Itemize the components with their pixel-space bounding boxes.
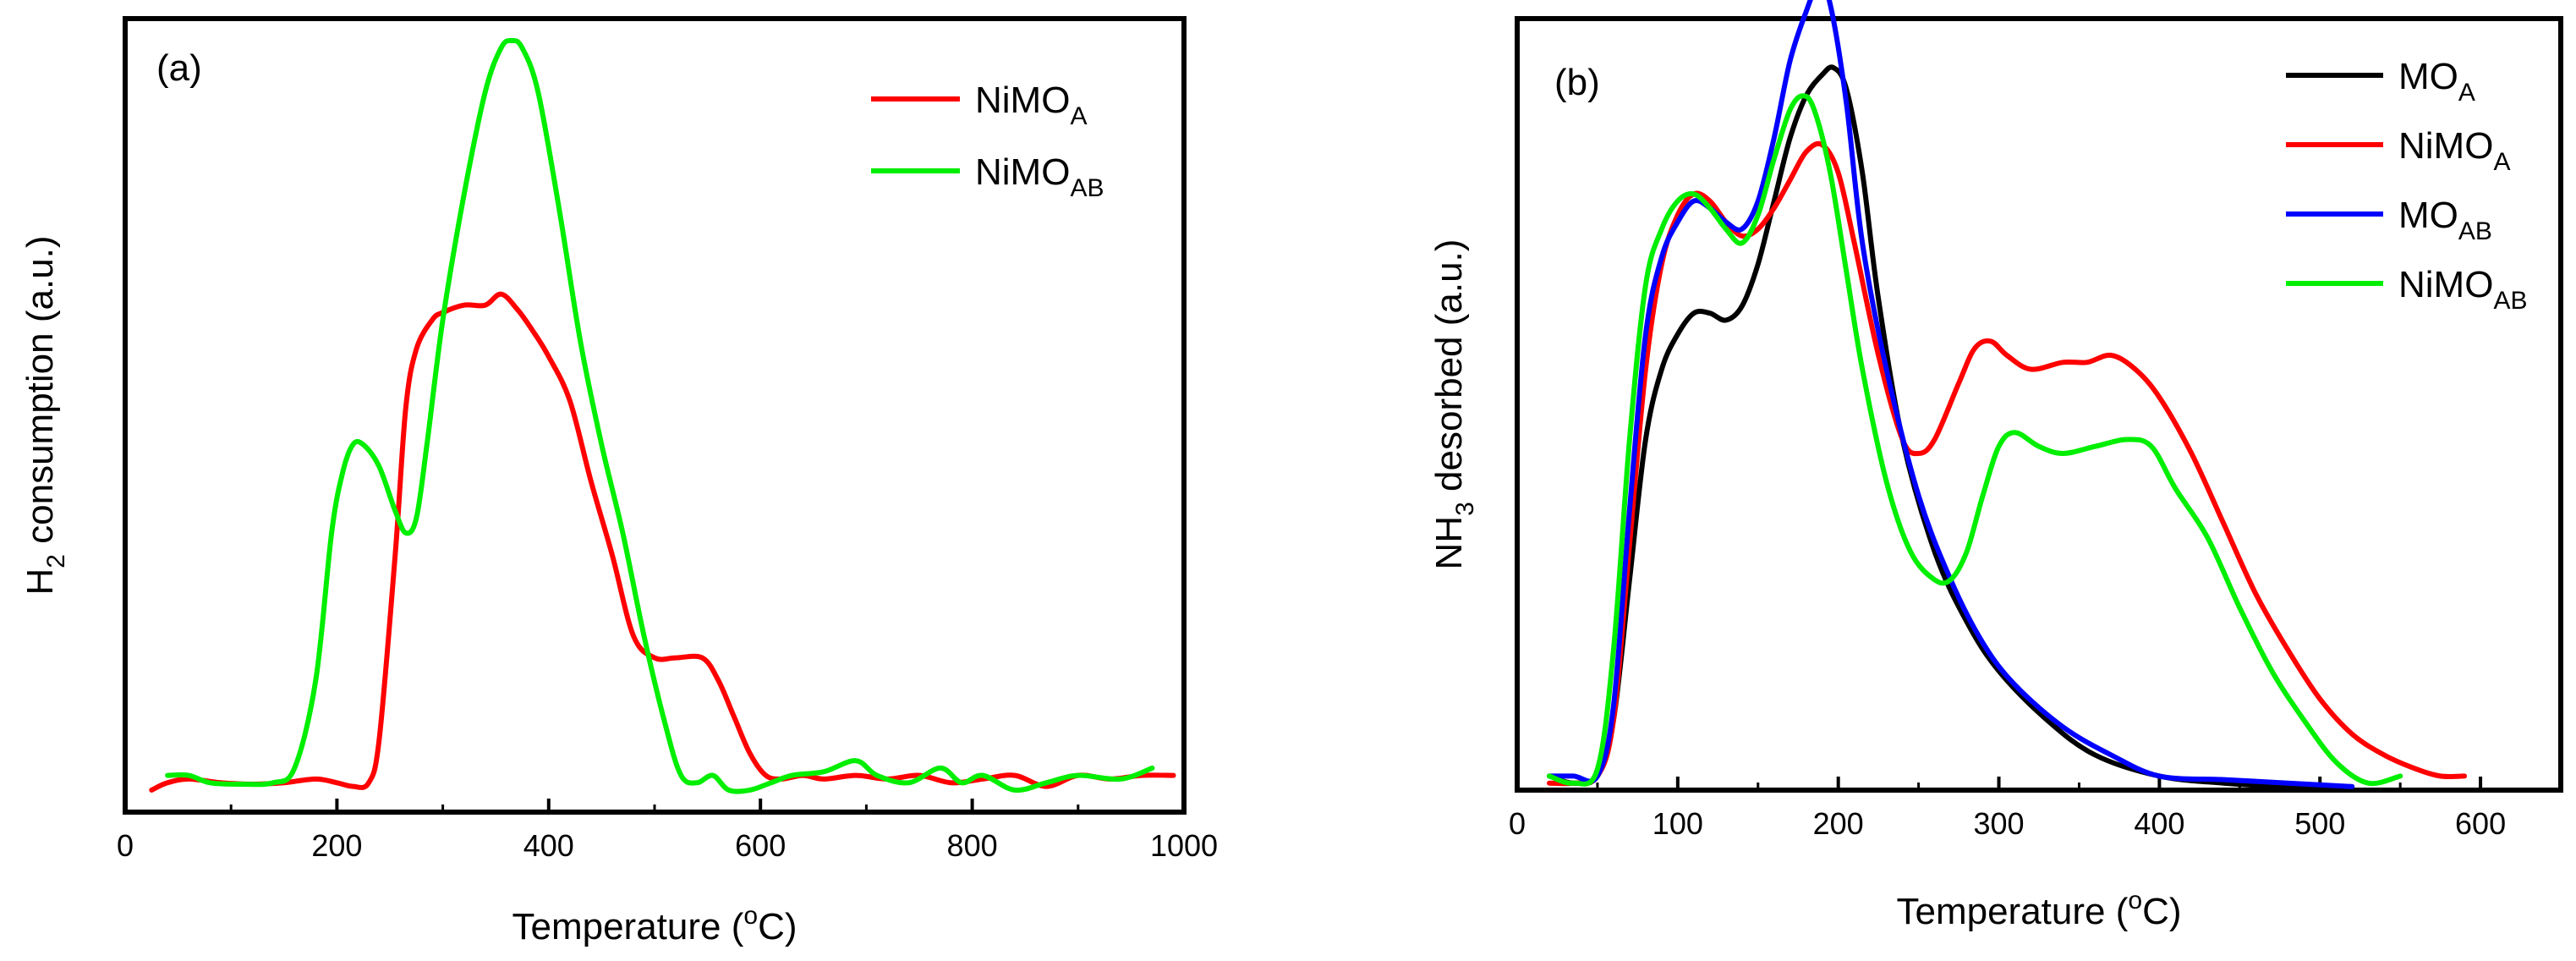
panel-a-frame [123, 16, 1187, 815]
panel-b: (b) 0 100 200 300 400 500 600 MOA NiMOA MOAB NiMO… [1428, 0, 2563, 932]
panel-a-series [149, 38, 1176, 794]
panel-a-label: (a) [156, 47, 202, 89]
panel-a-x-ticks: 0 200 400 600 800 1000 [117, 799, 1218, 863]
panel-a-x-tick-label: 400 [523, 828, 574, 863]
panel-b-x-tick-label: 100 [1652, 806, 1703, 841]
panel-a-x-tick-label: 1000 [1150, 828, 1218, 863]
panel-b-series-moab [1547, 0, 2355, 789]
panel-b-series-moa [1547, 64, 2355, 790]
panel-b-label: (b) [1554, 62, 1600, 103]
panel-b-x-axis-title: Temperature (oC) [1896, 887, 2181, 932]
panel-b-legend-label: NiMOAB [2398, 264, 2527, 315]
panel-b-x-tick-label: 600 [2455, 806, 2506, 841]
panel-b-legend: MOA NiMOA MOAB NiMOAB [2286, 56, 2527, 315]
panel-b-x-tick-label: 200 [1813, 806, 1864, 841]
panel-b-legend-label: MOA [2398, 56, 2475, 107]
panel-b-x-ticks: 0 100 200 300 400 500 600 [1509, 777, 2506, 841]
panel-b-x-tick-label: 300 [1973, 806, 2024, 841]
panel-a-x-axis-title: Temperature (oC) [512, 902, 797, 947]
panel-b-series [1547, 0, 2468, 790]
panel-b-x-tick-label: 0 [1509, 806, 1526, 841]
panel-b-x-tick-label: 500 [2294, 806, 2345, 841]
panel-a-series-nimoab [165, 38, 1155, 794]
panel-b-legend-label: NiMOA [2398, 125, 2510, 176]
panel-a: (a) 0 200 400 600 800 1000 NiMOA NiMOAB Temper… [19, 16, 1218, 947]
panel-a-x-tick-label: 800 [947, 828, 998, 863]
panel-a-x-tick-label: 0 [117, 828, 134, 863]
panel-a-series-nimoa [149, 291, 1176, 793]
panel-b-y-axis-title: NH3 desorbed (a.u.) [1428, 239, 1479, 570]
panel-a-legend-label: NiMOA [975, 80, 1087, 130]
panel-a-legend-label: NiMOAB [975, 151, 1104, 202]
panel-a-x-tick-label: 600 [735, 828, 786, 863]
panel-b-series-nimoab [1547, 93, 2403, 787]
panel-b-frame [1515, 16, 2563, 793]
panel-a-legend: NiMOA NiMOAB [871, 80, 1104, 202]
panel-a-x-tick-label: 200 [311, 828, 362, 863]
panel-b-legend-label: MOAB [2398, 195, 2492, 245]
panel-b-x-tick-label: 400 [2134, 806, 2184, 841]
panel-a-y-axis-title: H2 consumption (a.u.) [19, 235, 70, 595]
panel-b-series-nimoa [1547, 140, 2468, 787]
